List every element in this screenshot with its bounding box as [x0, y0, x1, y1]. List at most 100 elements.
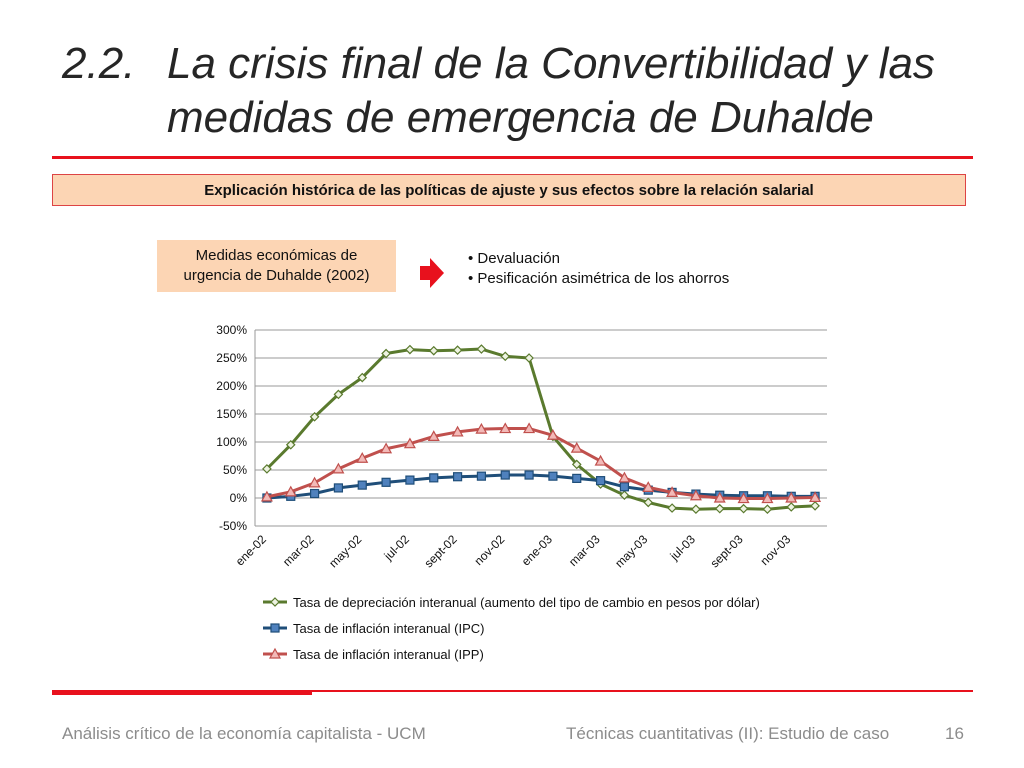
data-point: [332, 462, 345, 474]
measures-line-2: urgencia de Duhalde (2002): [183, 267, 370, 284]
data-point: [356, 452, 369, 463]
data-point: [381, 477, 391, 487]
data-point: [405, 344, 415, 355]
x-tick-label: jul-03: [667, 532, 699, 564]
legend-label: Tasa de depreciación interanual (aumento…: [293, 595, 760, 610]
data-point: [619, 490, 630, 501]
data-point: [499, 422, 512, 434]
data-point: [381, 348, 391, 359]
data-point: [500, 470, 510, 480]
data-point: [333, 483, 344, 493]
data-point: [785, 491, 798, 503]
data-point: [618, 471, 631, 483]
x-tick-label: nov-02: [472, 532, 508, 568]
bullet-item: • Pesificación asimétrica de los ahorros: [468, 270, 730, 287]
data-point: [476, 471, 487, 481]
data-point: [737, 492, 750, 504]
data-point: [260, 490, 273, 502]
data-point: [500, 351, 511, 362]
footer-rule: [52, 690, 973, 692]
data-point: [667, 503, 677, 513]
data-point: [429, 473, 439, 483]
y-tick-label: 200%: [216, 379, 247, 393]
y-tick-label: 250%: [216, 351, 247, 365]
data-point: [428, 345, 439, 356]
data-point: [643, 497, 654, 508]
data-point: [666, 486, 679, 497]
page-number: 16: [945, 724, 964, 743]
title-line-2: medidas de emergencia de Duhalde: [167, 93, 874, 142]
y-tick-label: 0%: [230, 491, 248, 505]
footer-rule-accent: [52, 691, 312, 695]
data-point: [762, 504, 773, 515]
effects-list: • Devaluación • Pesificación asimétrica …: [468, 249, 729, 289]
section-number: 2.2.: [62, 39, 136, 88]
data-point: [810, 500, 820, 511]
data-point: [570, 441, 583, 453]
data-point: [405, 475, 415, 485]
data-point: [452, 472, 463, 482]
data-point: [546, 429, 559, 440]
bullet-item: • Devaluación: [468, 250, 560, 267]
data-point: [714, 503, 725, 514]
legend-label: Tasa de inflación interanual (IPP): [293, 647, 484, 662]
data-point: [572, 473, 582, 483]
x-tick-label: nov-03: [758, 532, 794, 568]
data-point: [571, 459, 582, 470]
data-point: [309, 411, 320, 422]
measures-box: Medidas económicas de urgencia de Duhald…: [157, 240, 396, 292]
data-point: [270, 597, 280, 607]
data-point: [262, 464, 272, 474]
data-point: [475, 422, 488, 434]
x-tick-label: sept-03: [707, 532, 745, 570]
data-point: [594, 454, 607, 466]
data-point: [548, 471, 558, 481]
data-point: [270, 623, 280, 633]
data-point: [713, 491, 726, 503]
data-point: [284, 485, 297, 497]
data-point: [308, 476, 321, 488]
footer-left: Análisis crítico de la economía capitali…: [62, 724, 426, 743]
data-point: [285, 439, 296, 450]
data-point: [451, 425, 464, 437]
y-tick-label: -50%: [219, 519, 247, 533]
data-point: [380, 442, 393, 454]
data-point: [738, 503, 749, 514]
data-point: [524, 353, 534, 363]
x-tick-label: ene-02: [233, 532, 270, 569]
series-line: [266, 473, 816, 500]
data-point: [524, 470, 534, 480]
x-tick-label: mar-03: [566, 532, 603, 569]
legend-label: Tasa de inflación interanual (IPC): [293, 621, 485, 636]
data-point: [268, 647, 282, 659]
data-point: [595, 476, 606, 486]
subtitle-banner: Explicación histórica de las políticas d…: [52, 174, 966, 206]
y-tick-label: 100%: [216, 435, 247, 449]
x-tick-label: ene-03: [519, 532, 556, 569]
data-point: [642, 481, 655, 492]
subtitle-text: Explicación histórica de las políticas d…: [204, 181, 814, 199]
data-point: [691, 504, 701, 515]
x-tick-label: may-02: [326, 532, 364, 570]
right-arrow-icon: [420, 258, 444, 288]
data-point: [357, 372, 368, 383]
y-tick-label: 50%: [223, 463, 247, 477]
data-point: [476, 344, 487, 354]
data-point: [619, 482, 630, 492]
x-tick-label: may-03: [612, 532, 650, 570]
data-point: [786, 502, 797, 512]
data-point: [809, 491, 822, 503]
title-line-1: La crisis final de la Convertibilidad y …: [167, 39, 935, 88]
footer-center: Técnicas cuantitativas (II): Estudio de …: [566, 724, 890, 743]
data-point: [357, 480, 367, 490]
data-point: [427, 430, 440, 442]
x-tick-label: mar-02: [280, 532, 317, 569]
data-point: [403, 437, 416, 449]
data-point: [523, 422, 536, 434]
data-point: [452, 345, 463, 356]
measures-line-1: Medidas económicas de: [195, 247, 358, 264]
x-tick-label: sept-02: [421, 532, 459, 570]
data-point: [689, 489, 702, 501]
y-tick-label: 150%: [216, 407, 247, 421]
title-underline: [52, 156, 973, 159]
